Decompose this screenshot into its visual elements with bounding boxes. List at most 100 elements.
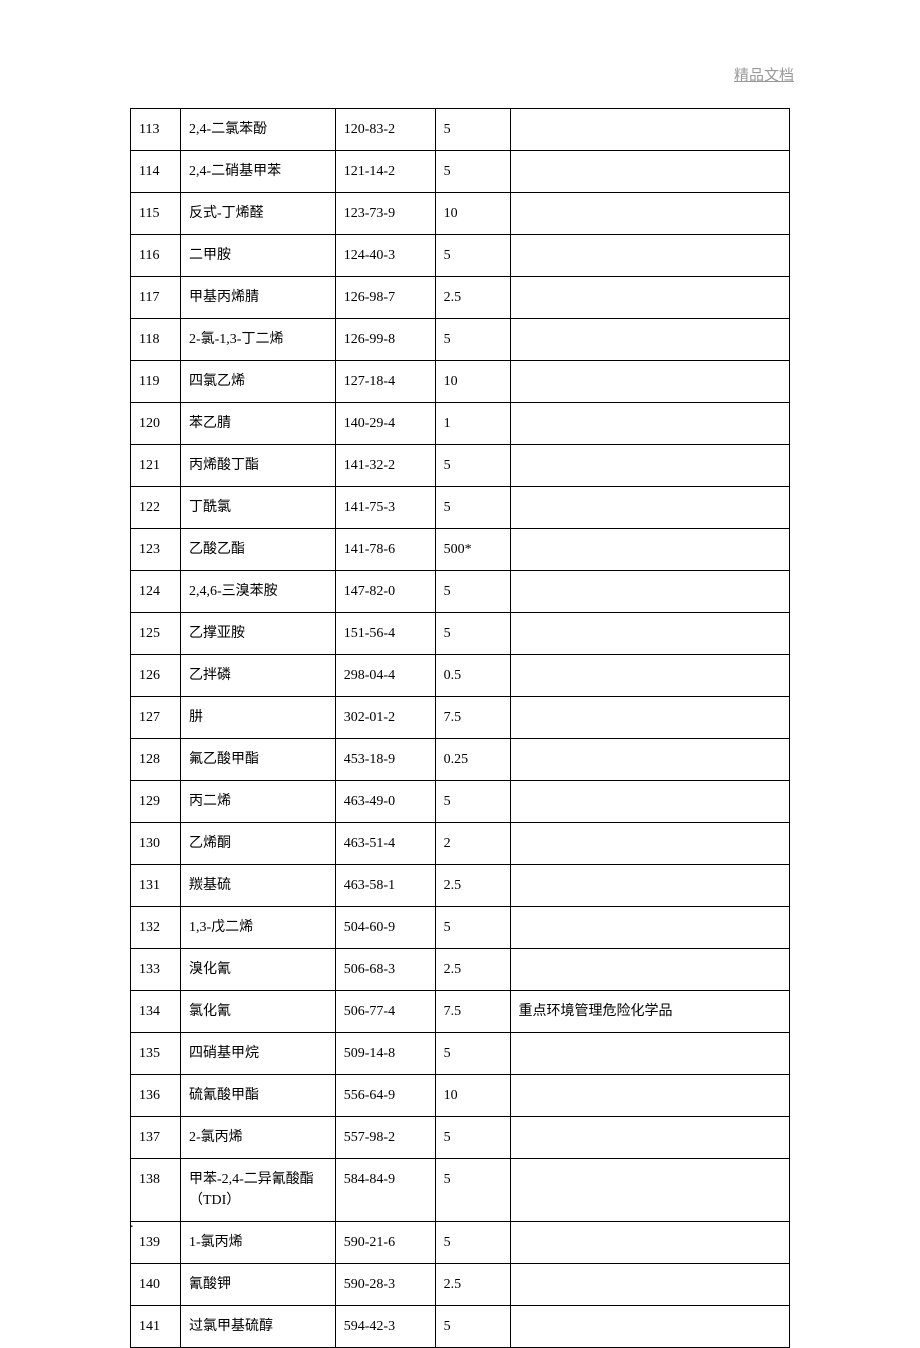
table-body: 1132,4-二氯苯酚120-83-251142,4-二硝基甲苯121-14-2… <box>131 109 790 1348</box>
table-row: 1391-氯丙烯590-21-65 <box>131 1222 790 1264</box>
cell-note <box>510 1033 789 1075</box>
cell-quantity: 10 <box>435 361 510 403</box>
cell-number: 129 <box>131 781 181 823</box>
cell-cas: 590-28-3 <box>335 1264 435 1306</box>
table-row: 116二甲胺124-40-35 <box>131 235 790 277</box>
cell-name: 二甲胺 <box>180 235 335 277</box>
cell-cas: 594-42-3 <box>335 1306 435 1348</box>
cell-number: 115 <box>131 193 181 235</box>
cell-name: 丙烯酸丁酯 <box>180 445 335 487</box>
cell-name: 丁酰氯 <box>180 487 335 529</box>
cell-quantity: 5 <box>435 613 510 655</box>
cell-number: 123 <box>131 529 181 571</box>
cell-note <box>510 823 789 865</box>
table-row: 1372-氯丙烯557-98-25 <box>131 1117 790 1159</box>
cell-note <box>510 1264 789 1306</box>
cell-quantity: 2.5 <box>435 865 510 907</box>
cell-cas: 509-14-8 <box>335 1033 435 1075</box>
cell-cas: 141-75-3 <box>335 487 435 529</box>
cell-quantity: 7.5 <box>435 697 510 739</box>
cell-name: 四硝基甲烷 <box>180 1033 335 1075</box>
cell-name: 甲苯-2,4-二异氰酸酯（TDI） <box>180 1159 335 1222</box>
table-row: 129丙二烯463-49-05 <box>131 781 790 823</box>
cell-note <box>510 361 789 403</box>
cell-name: 2,4-二氯苯酚 <box>180 109 335 151</box>
cell-cas: 556-64-9 <box>335 1075 435 1117</box>
cell-note <box>510 487 789 529</box>
cell-note <box>510 907 789 949</box>
cell-number: 125 <box>131 613 181 655</box>
table-row: 117甲基丙烯腈126-98-72.5 <box>131 277 790 319</box>
cell-name: 羰基硫 <box>180 865 335 907</box>
cell-cas: 126-98-7 <box>335 277 435 319</box>
cell-quantity: 2 <box>435 823 510 865</box>
cell-name: 硫氰酸甲酯 <box>180 1075 335 1117</box>
cell-quantity: 500* <box>435 529 510 571</box>
cell-number: 136 <box>131 1075 181 1117</box>
table-row: 131羰基硫463-58-12.5 <box>131 865 790 907</box>
table-row: 119四氯乙烯127-18-410 <box>131 361 790 403</box>
cell-note <box>510 865 789 907</box>
cell-name: 乙烯酮 <box>180 823 335 865</box>
cell-note <box>510 739 789 781</box>
cell-name: 丙二烯 <box>180 781 335 823</box>
cell-quantity: 0.5 <box>435 655 510 697</box>
cell-number: 140 <box>131 1264 181 1306</box>
cell-cas: 584-84-9 <box>335 1159 435 1222</box>
table-row: 122丁酰氯141-75-35 <box>131 487 790 529</box>
table-row: 127肼302-01-27.5 <box>131 697 790 739</box>
cell-name: 甲基丙烯腈 <box>180 277 335 319</box>
cell-quantity: 1 <box>435 403 510 445</box>
table-row: 121丙烯酸丁酯141-32-25 <box>131 445 790 487</box>
cell-number: 130 <box>131 823 181 865</box>
cell-number: 127 <box>131 697 181 739</box>
cell-number: 116 <box>131 235 181 277</box>
cell-cas: 463-51-4 <box>335 823 435 865</box>
cell-note <box>510 1117 789 1159</box>
cell-cas: 141-78-6 <box>335 529 435 571</box>
cell-number: 141 <box>131 1306 181 1348</box>
cell-quantity: 10 <box>435 193 510 235</box>
cell-note <box>510 529 789 571</box>
cell-quantity: 0.25 <box>435 739 510 781</box>
cell-number: 118 <box>131 319 181 361</box>
cell-quantity: 5 <box>435 1222 510 1264</box>
cell-quantity: 5 <box>435 487 510 529</box>
cell-note <box>510 613 789 655</box>
cell-number: 119 <box>131 361 181 403</box>
cell-quantity: 5 <box>435 445 510 487</box>
cell-name: 1,3-戊二烯 <box>180 907 335 949</box>
cell-note <box>510 1306 789 1348</box>
cell-cas: 126-99-8 <box>335 319 435 361</box>
cell-number: 117 <box>131 277 181 319</box>
table-row: 126乙拌磷298-04-40.5 <box>131 655 790 697</box>
cell-number: 126 <box>131 655 181 697</box>
cell-name: 氟乙酸甲酯 <box>180 739 335 781</box>
cell-quantity: 5 <box>435 1306 510 1348</box>
cell-name: 2-氯-1,3-丁二烯 <box>180 319 335 361</box>
cell-quantity: 5 <box>435 571 510 613</box>
cell-note <box>510 109 789 151</box>
cell-note <box>510 403 789 445</box>
table-row: 138甲苯-2,4-二异氰酸酯（TDI）584-84-95 <box>131 1159 790 1222</box>
cell-cas: 463-58-1 <box>335 865 435 907</box>
cell-number: 124 <box>131 571 181 613</box>
cell-name: 2-氯丙烯 <box>180 1117 335 1159</box>
cell-quantity: 10 <box>435 1075 510 1117</box>
cell-name: 乙酸乙酯 <box>180 529 335 571</box>
cell-note <box>510 235 789 277</box>
table-row: 136硫氰酸甲酯556-64-910 <box>131 1075 790 1117</box>
table-row: 1132,4-二氯苯酚120-83-25 <box>131 109 790 151</box>
cell-name: 肼 <box>180 697 335 739</box>
cell-quantity: 2.5 <box>435 1264 510 1306</box>
cell-quantity: 5 <box>435 319 510 361</box>
cell-quantity: 7.5 <box>435 991 510 1033</box>
cell-cas: 590-21-6 <box>335 1222 435 1264</box>
cell-note <box>510 949 789 991</box>
cell-note <box>510 697 789 739</box>
cell-name: 四氯乙烯 <box>180 361 335 403</box>
cell-number: 139 <box>131 1222 181 1264</box>
cell-note <box>510 571 789 613</box>
cell-number: 132 <box>131 907 181 949</box>
table-row: 1142,4-二硝基甲苯121-14-25 <box>131 151 790 193</box>
